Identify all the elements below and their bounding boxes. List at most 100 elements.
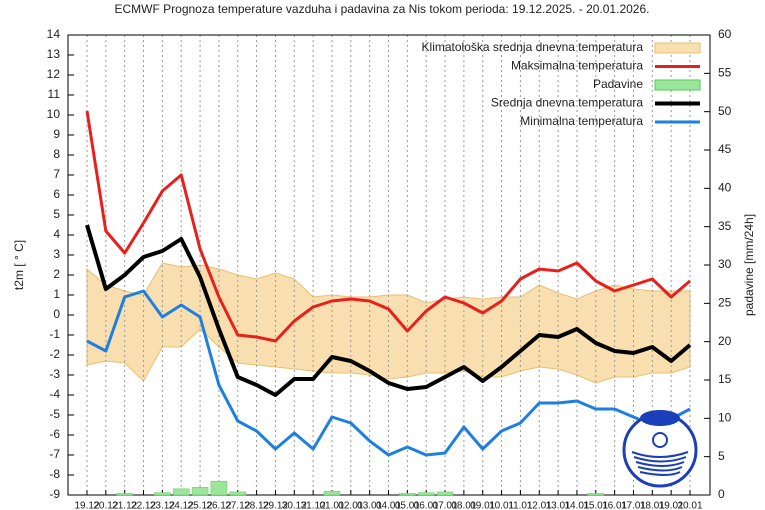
chart-title: ECMWF Prognoza temperature vazduha i pad… xyxy=(115,2,650,16)
precip-bar xyxy=(154,492,171,496)
y2-tick-label: 40 xyxy=(718,181,732,195)
x-tick-label: 31.12 xyxy=(301,501,326,510)
x-tick-label: 11.01 xyxy=(508,501,533,510)
x-tick-label: 27.12 xyxy=(225,501,250,510)
y2-tick-label: 35 xyxy=(718,219,732,233)
precip-bar xyxy=(191,487,209,496)
precip-bar xyxy=(587,493,605,496)
x-tick-label: 17.01 xyxy=(621,501,646,510)
y2-tick-label: 60 xyxy=(718,27,732,41)
x-tick-label: 26.12 xyxy=(206,501,231,510)
y-tick-label: -3 xyxy=(49,367,60,381)
x-tick-label: 15.01 xyxy=(583,501,608,510)
y2-tick-label: 20 xyxy=(718,334,732,348)
y-tick-label: 4 xyxy=(53,227,60,241)
logo xyxy=(622,410,698,488)
y2-tick-label: 0 xyxy=(718,487,725,501)
legend-label: Padavine xyxy=(593,77,643,91)
x-tick-label: 09.01 xyxy=(470,501,495,510)
x-tick-label: 06.01 xyxy=(414,501,439,510)
x-tick-label: 10.01 xyxy=(489,501,514,510)
y-tick-label: 8 xyxy=(53,147,60,161)
legend-label: Minimalna temperatura xyxy=(520,114,643,128)
y-tick-label: -9 xyxy=(49,487,60,501)
x-tick-label: 19.12 xyxy=(74,501,99,510)
y-tick-label: 3 xyxy=(53,247,60,261)
x-tick-label: 13.01 xyxy=(546,501,571,510)
y-tick-label: -8 xyxy=(49,467,60,481)
y-tick-label: 12 xyxy=(47,67,61,81)
series-line xyxy=(85,224,692,397)
precip-bar xyxy=(116,493,133,496)
y-tick-label: -2 xyxy=(49,347,60,361)
x-tick-label: 03.01 xyxy=(357,501,382,510)
y-tick-label: -6 xyxy=(49,427,60,441)
precip-bar xyxy=(172,488,190,496)
climate-band xyxy=(86,262,691,384)
y-tick-label: 14 xyxy=(47,27,61,41)
x-tick-label: 16.01 xyxy=(602,501,627,510)
y2-tick-label: 30 xyxy=(718,257,732,271)
precip-bar xyxy=(229,491,246,496)
logo-wave xyxy=(631,451,689,458)
x-tick-label: 24.12 xyxy=(169,501,194,510)
x-tick-label: 12.01 xyxy=(527,501,552,510)
y2-tick-label: 25 xyxy=(718,296,732,310)
x-tick-label: 20.12 xyxy=(93,501,118,510)
x-tick-label: 05.01 xyxy=(395,501,420,510)
y2-tick-label: 15 xyxy=(718,372,732,386)
y2-tick-label: 50 xyxy=(718,104,732,118)
legend-swatch xyxy=(654,79,701,91)
precip-bar xyxy=(399,493,416,496)
legend-swatch xyxy=(654,42,701,54)
series-line xyxy=(86,289,691,457)
legend-label: Klimatološka srednja dnevna temperatura xyxy=(422,40,644,54)
y2-axis-label: padavine [mm/24h] xyxy=(742,214,756,316)
x-tick-label: 14.01 xyxy=(564,501,589,510)
y-tick-label: 2 xyxy=(53,267,60,281)
x-tick-label: 19.01 xyxy=(659,501,684,510)
y-tick-label: 9 xyxy=(53,127,60,141)
x-tick-label: 02.01 xyxy=(338,501,363,510)
y-tick-label: 1 xyxy=(53,287,60,301)
logo-wave xyxy=(633,456,687,463)
y-tick-label: -1 xyxy=(49,327,60,341)
x-tick-label: 20.01 xyxy=(677,501,702,510)
y-tick-label: 10 xyxy=(47,107,61,121)
legend-label: Srednja dnevna temperatura xyxy=(491,96,643,110)
precip-bar xyxy=(210,480,228,496)
y-tick-label: 13 xyxy=(47,47,61,61)
legend-label: Maksimalna temperatura xyxy=(511,59,643,73)
x-tick-label: 30.12 xyxy=(282,501,307,510)
y2-tick-label: 10 xyxy=(718,411,732,425)
x-tick-label: 08.01 xyxy=(451,501,476,510)
x-tick-label: 23.12 xyxy=(150,501,175,510)
logo-wave xyxy=(637,466,683,472)
y-tick-label: -5 xyxy=(49,407,60,421)
y-tick-label: 7 xyxy=(53,167,60,181)
precip-bar xyxy=(436,491,454,496)
precip-bar xyxy=(417,492,435,496)
x-tick-label: 29.12 xyxy=(263,501,288,510)
y-axis-label: t2m [ ° C] xyxy=(12,240,26,290)
y-tick-label: 11 xyxy=(48,87,61,101)
x-tick-label: 18.01 xyxy=(640,501,665,510)
y2-tick-label: 5 xyxy=(718,449,725,463)
y-tick-label: 6 xyxy=(53,187,60,201)
y-tick-label: 5 xyxy=(53,207,60,221)
logo-wave xyxy=(639,471,681,476)
y2-tick-label: 45 xyxy=(718,142,732,156)
logo-sun xyxy=(652,432,668,448)
x-tick-label: 25.12 xyxy=(188,501,213,510)
y-tick-label: -7 xyxy=(49,447,60,461)
y2-tick-label: 55 xyxy=(718,66,732,80)
x-tick-label: 07.01 xyxy=(433,501,458,510)
series-line xyxy=(85,110,691,343)
x-tick-label: 28.12 xyxy=(244,501,269,510)
x-tick-label: 01.01 xyxy=(319,501,344,510)
x-tick-label: 04.01 xyxy=(376,501,401,510)
y-tick-label: 0 xyxy=(53,307,60,321)
y-tick-label: -4 xyxy=(49,387,60,401)
logo-cloud xyxy=(640,410,680,426)
